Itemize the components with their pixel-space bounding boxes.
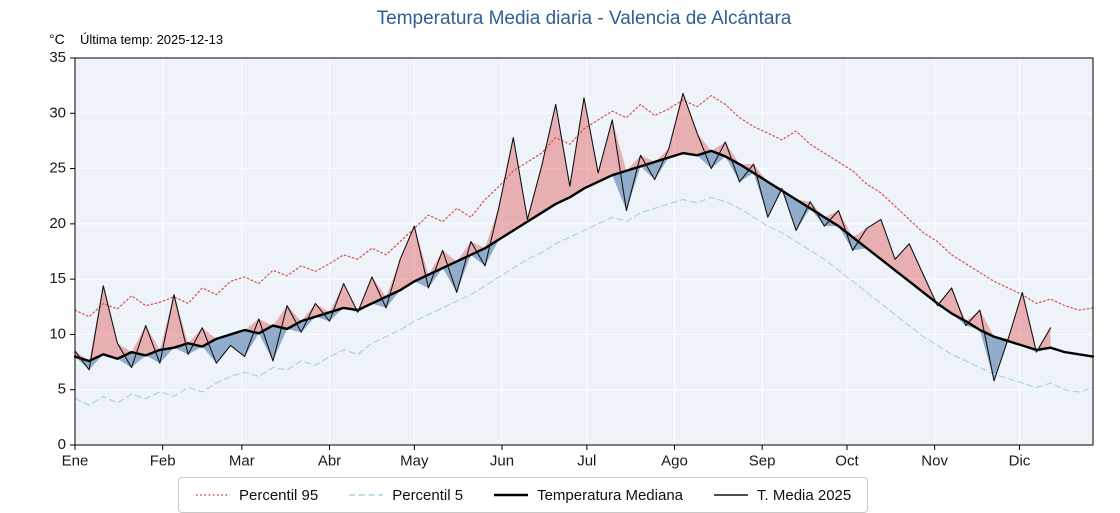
- legend-item-mediana: Temperatura Mediana: [493, 487, 683, 504]
- legend-swatch-mediana: [494, 493, 529, 497]
- legend-item-p95: Percentil 95: [195, 487, 318, 504]
- legend-item-media2025: T. Media 2025: [713, 487, 851, 504]
- last-temp-label: Última temp: 2025-12-13: [80, 32, 224, 47]
- y-axis: 0 5 10 15 20 25 30 35: [49, 49, 75, 453]
- x-tick-label: Sep: [749, 452, 776, 469]
- series-line-mediana: [73, 149, 1095, 363]
- y-axis-unit-label: °C: [49, 31, 65, 47]
- x-tick-label: Feb: [150, 452, 176, 469]
- y-tick-label: 5: [58, 381, 66, 398]
- y-tick-label: 15: [49, 270, 66, 287]
- legend-swatch-media2025: [714, 494, 749, 496]
- legend-item-p5: Percentil 5: [348, 487, 463, 504]
- plot-area: [75, 58, 1093, 445]
- x-tick-label: Jul: [577, 452, 596, 469]
- legend: Percentil 95 Percentil 5 Temperatura Media…: [178, 477, 869, 513]
- x-tick-label: Nov: [921, 452, 948, 469]
- legend-swatch-p5: [349, 494, 384, 496]
- chart-title: Temperatura Media diaria - Valencia de A…: [376, 8, 792, 29]
- x-tick-label: Ene: [62, 452, 89, 469]
- series-line-p5: [74, 196, 1094, 406]
- x-tick-label: May: [400, 452, 429, 469]
- y-tick-label: 20: [49, 215, 66, 232]
- legend-label: T. Media 2025: [757, 486, 852, 504]
- legend-label: Percentil 95: [239, 486, 319, 504]
- x-tick-label: Oct: [835, 452, 859, 469]
- series-line-p95: [74, 94, 1094, 318]
- y-tick-label: 30: [49, 104, 66, 121]
- x-tick-label: Dic: [1009, 452, 1031, 469]
- plot-border: [74, 57, 1094, 446]
- x-tick-label: Jun: [490, 452, 514, 469]
- x-tick-label: Ago: [661, 452, 688, 469]
- y-tick-label: 35: [49, 49, 66, 66]
- x-tick-label: Abr: [318, 452, 341, 469]
- series-line-media2025: [74, 92, 1052, 382]
- legend-swatch-p95: [196, 494, 230, 496]
- y-tick-label: 0: [58, 436, 66, 453]
- legend-label: Percentil 5: [392, 486, 464, 504]
- x-axis: Ene Feb Mar Abr May Jun Jul Ago Sep Oct Nov Dic: [62, 445, 1031, 469]
- x-tick-label: Mar: [229, 452, 255, 469]
- y-tick-label: 10: [49, 325, 66, 342]
- chart-canvas: 0 5 10 15 20 25 30 35 Ene Feb Mar Abr May Jun Jul Ago Se…: [49, 49, 1095, 469]
- y-tick-label: 25: [49, 160, 66, 177]
- legend-label: Temperatura Mediana: [537, 486, 684, 504]
